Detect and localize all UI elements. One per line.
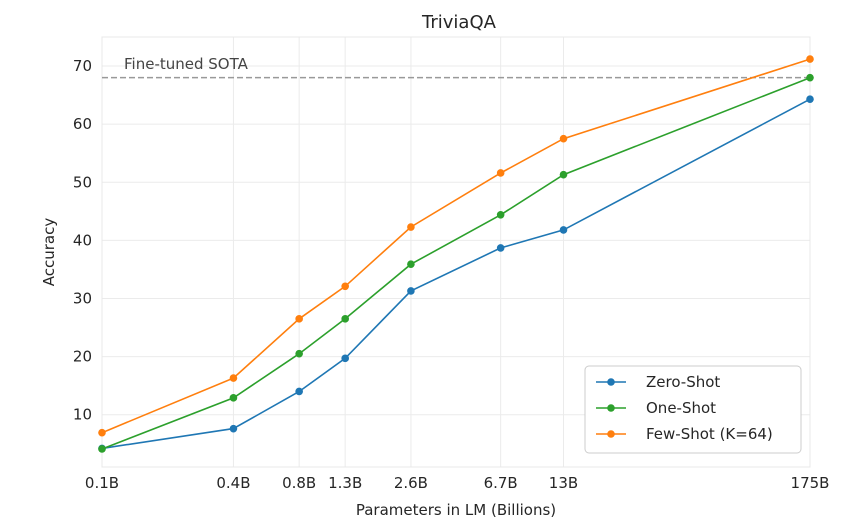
grid — [101, 37, 811, 467]
series-line-one-shot — [101, 76, 811, 450]
legend-marker-one-shot — [607, 404, 615, 412]
data-point-zero-shot — [496, 244, 505, 252]
y-tick-label: 10 — [73, 406, 92, 424]
y-tick-label: 50 — [73, 173, 92, 191]
data-point-few-shot-k-64 — [496, 169, 505, 177]
y-tick-label: 30 — [73, 289, 92, 307]
x-axis-title: Parameters in LM (Billions) — [356, 501, 556, 519]
x-tick-label: 0.4B — [216, 474, 250, 492]
data-point-one-shot — [559, 170, 568, 179]
series-zero-shot — [98, 95, 814, 453]
legend-item-zero-shot: Zero-Shot — [596, 373, 720, 391]
x-tick-label: 0.1B — [85, 474, 119, 492]
x-tick-label: 2.6B — [394, 474, 428, 492]
data-point-zero-shot — [295, 387, 303, 396]
data-point-few-shot-k-64 — [229, 374, 238, 382]
legend-item-one-shot: One-Shot — [596, 399, 716, 417]
tick-labels: 10 20 30 40 50 60 70 0.1B 0.4B 0.8B 1.3B 2.6B 6.7B 13… — [73, 57, 830, 492]
data-point-few-shot-k-64 — [806, 55, 814, 63]
series-line-zero-shot — [101, 98, 811, 450]
data-point-one-shot — [229, 394, 238, 402]
data-point-zero-shot — [341, 354, 349, 363]
series-line-few-shot-k-64 — [101, 58, 811, 434]
data-point-few-shot-k-64 — [98, 428, 106, 437]
series-few-shot-k-64 — [98, 55, 814, 437]
data-point-one-shot — [295, 349, 303, 358]
legend-label-few-shot: Few-Shot (K=64) — [646, 425, 773, 443]
chart-title: TriviaQA — [421, 12, 497, 33]
x-tick-label: 6.7B — [484, 474, 518, 492]
legend: Zero-Shot One-Shot Few-Shot (K=64) — [584, 365, 802, 454]
data-point-few-shot-k-64 — [559, 134, 568, 143]
x-tick-label: 175B — [791, 474, 830, 492]
y-axis-title: Accuracy — [40, 218, 58, 287]
data-point-zero-shot — [407, 287, 415, 295]
legend-item-few-shot: Few-Shot (K=64) — [596, 425, 773, 443]
data-point-zero-shot — [229, 424, 238, 433]
series-one-shot — [98, 73, 814, 453]
legend-marker-few-shot — [607, 430, 615, 438]
data-point-one-shot — [341, 315, 349, 323]
x-tick-label: 1.3B — [328, 474, 362, 492]
data-point-one-shot — [496, 211, 505, 219]
legend-box — [584, 365, 802, 454]
y-tick-label: 20 — [73, 348, 92, 366]
y-tick-label: 70 — [73, 57, 92, 75]
legend-label-one-shot: One-Shot — [646, 399, 716, 417]
y-tick-label: 40 — [73, 231, 92, 249]
data-point-one-shot — [98, 445, 106, 453]
data-point-few-shot-k-64 — [407, 223, 415, 231]
data-point-few-shot-k-64 — [295, 315, 303, 323]
reference-line-label: Fine-tuned SOTA — [124, 55, 249, 73]
x-tick-label: 13B — [549, 474, 578, 492]
plot-frame — [101, 36, 811, 468]
y-tick-label: 60 — [73, 115, 92, 133]
legend-label-zero-shot: Zero-Shot — [646, 373, 720, 391]
reference-line-group: Fine-tuned SOTA — [102, 55, 810, 79]
data-point-zero-shot — [559, 226, 568, 234]
data-point-few-shot-k-64 — [341, 282, 349, 291]
data-point-zero-shot — [806, 95, 814, 103]
data-point-one-shot — [407, 260, 415, 269]
x-tick-label: 0.8B — [282, 474, 316, 492]
data-point-one-shot — [806, 73, 814, 82]
series-layer — [98, 55, 814, 453]
legend-marker-zero-shot — [607, 378, 615, 386]
